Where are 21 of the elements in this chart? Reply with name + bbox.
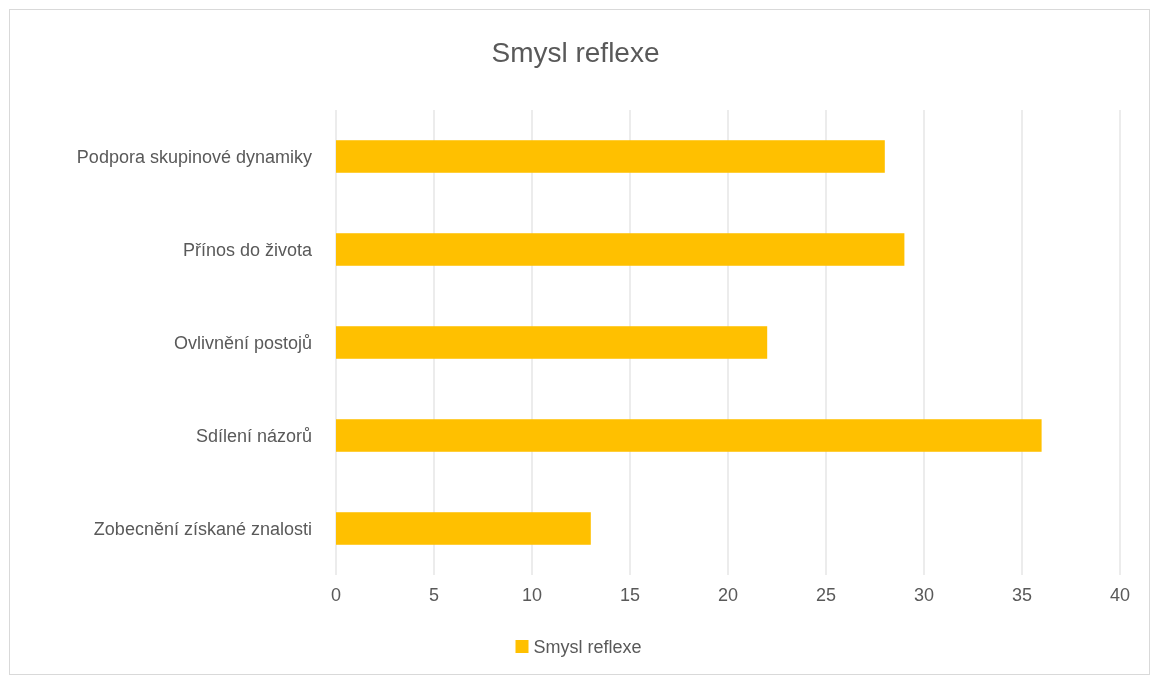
x-tick-label: 30 [913, 585, 935, 605]
y-tick-label: Zobecnění získané znalosti [93, 518, 312, 539]
y-tick-label: Ovlivnění postojů [173, 332, 312, 353]
y-tick-label: Sdílení názorů [195, 425, 312, 446]
x-tick-label: 15 [619, 585, 641, 605]
x-tick-label: 5 [428, 585, 440, 605]
x-tick-label: 25 [815, 585, 837, 605]
bar [336, 419, 1042, 452]
x-tick-label: 10 [521, 585, 543, 605]
legend-label: Smysl reflexe [533, 637, 642, 658]
x-tick-label: 35 [1011, 585, 1033, 605]
x-tick-label: 20 [717, 585, 739, 605]
chart-title: Smysl reflexe [491, 37, 660, 68]
x-tick-label: 0 [330, 585, 342, 605]
y-tick-label: Podpora skupinové dynamiky [76, 146, 312, 167]
bar [336, 512, 591, 545]
bar [336, 326, 768, 359]
y-tick-label: Přínos do života [182, 239, 313, 260]
x-tick-label: 40 [1109, 585, 1131, 605]
bar [336, 233, 905, 266]
bar [336, 140, 885, 173]
